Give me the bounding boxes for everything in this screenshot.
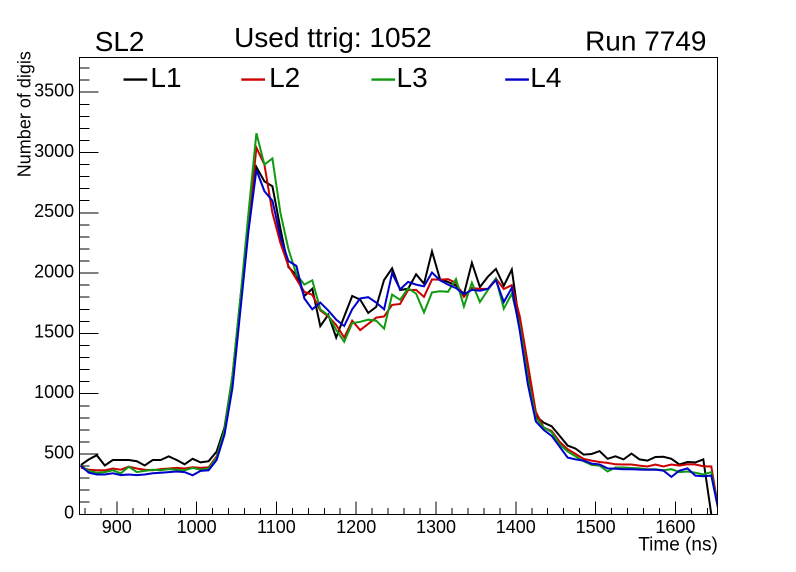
- svg-text:L4: L4: [530, 62, 561, 93]
- svg-text:0: 0: [64, 503, 74, 523]
- svg-text:1500: 1500: [34, 322, 74, 342]
- svg-text:3500: 3500: [34, 81, 74, 101]
- svg-text:1100: 1100: [257, 517, 296, 537]
- svg-text:L2: L2: [269, 62, 300, 93]
- svg-text:1400: 1400: [496, 517, 536, 537]
- svg-text:1000: 1000: [177, 517, 217, 537]
- svg-text:Time (ns): Time (ns): [638, 534, 718, 555]
- svg-text:1600: 1600: [655, 517, 695, 537]
- svg-text:1500: 1500: [576, 517, 616, 537]
- svg-text:2000: 2000: [34, 261, 74, 281]
- svg-text:Used ttrig: 1052: Used ttrig: 1052: [234, 22, 432, 53]
- svg-text:500: 500: [44, 442, 74, 462]
- svg-text:2500: 2500: [34, 201, 74, 221]
- svg-text:1000: 1000: [34, 382, 74, 402]
- svg-text:1300: 1300: [416, 517, 456, 537]
- svg-text:Run 7749: Run 7749: [585, 25, 706, 56]
- svg-text:SL2: SL2: [95, 26, 145, 57]
- svg-text:3000: 3000: [34, 141, 74, 161]
- svg-text:900: 900: [102, 517, 132, 537]
- svg-text:L3: L3: [397, 62, 428, 93]
- svg-text:L1: L1: [150, 62, 181, 93]
- svg-text:Number of digis: Number of digis: [15, 51, 35, 177]
- svg-text:1200: 1200: [336, 517, 376, 537]
